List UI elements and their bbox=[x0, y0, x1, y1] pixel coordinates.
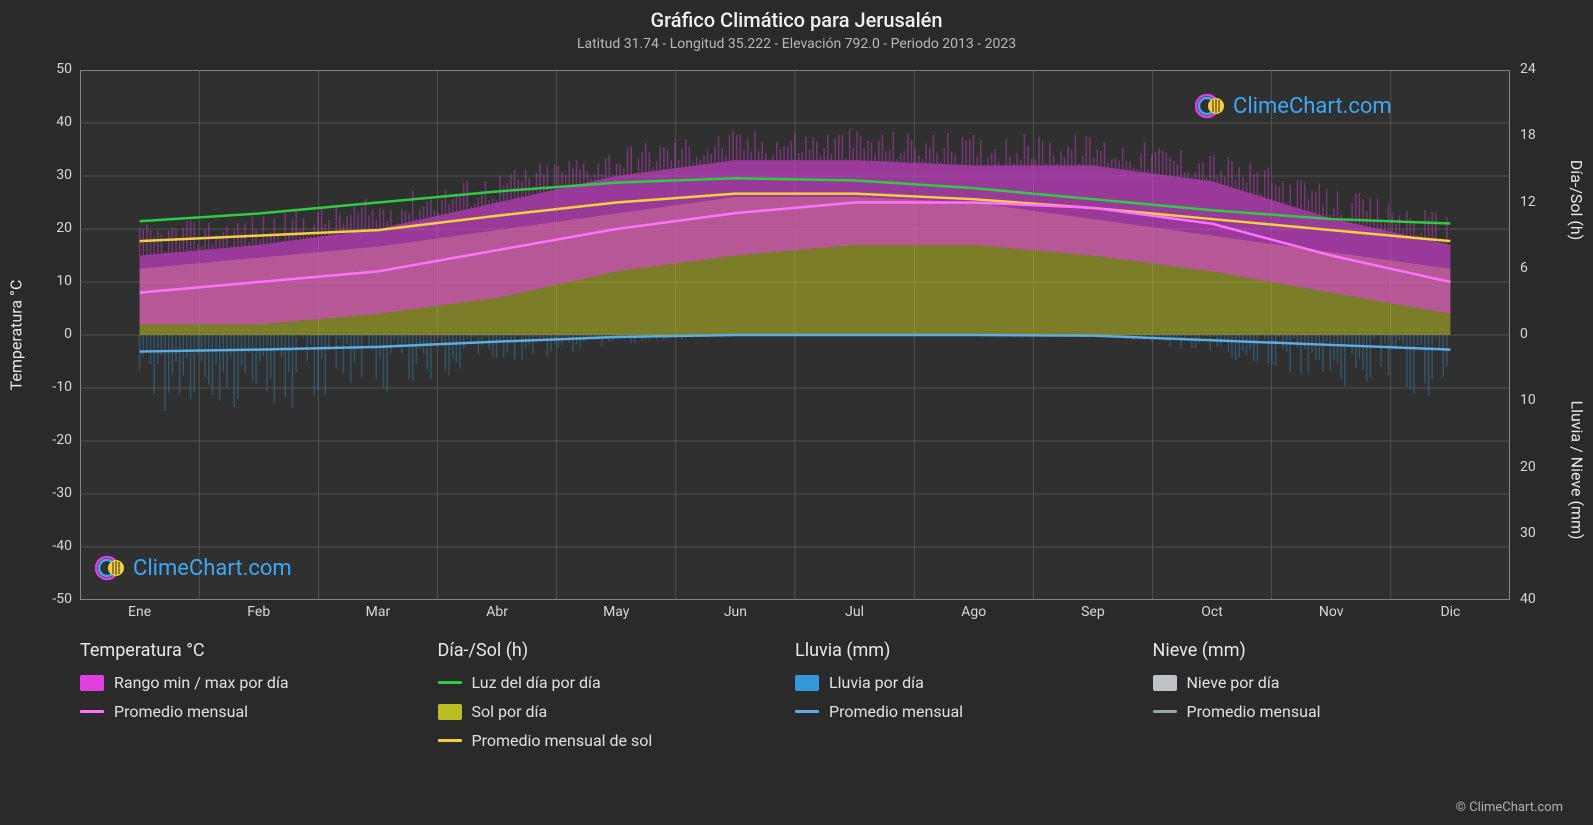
y-left-tick-label: -20 bbox=[32, 432, 72, 448]
y-right-top-tick-label: 12 bbox=[1520, 194, 1536, 210]
legend-item: Promedio mensual de sol bbox=[438, 731, 796, 750]
legend-header: Día-/Sol (h) bbox=[438, 640, 796, 661]
copyright-text: © ClimeChart.com bbox=[1456, 800, 1563, 815]
legend-item: Promedio mensual bbox=[80, 702, 438, 721]
legend-item: Luz del día por día bbox=[438, 673, 796, 692]
legend-item: Promedio mensual bbox=[1153, 702, 1511, 721]
legend-column: Temperatura °C Rango min / max por día Pro… bbox=[80, 640, 438, 760]
legend-label: Nieve por día bbox=[1187, 673, 1280, 692]
x-tick-label: Sep bbox=[1081, 604, 1105, 620]
y-right-top-tick-label: 24 bbox=[1520, 61, 1536, 77]
legend-swatch-icon bbox=[438, 704, 462, 720]
legend-item: Promedio mensual bbox=[795, 702, 1153, 721]
y-left-tick-label: 0 bbox=[32, 326, 72, 342]
y-axis-right-top-title: Día-/Sol (h) bbox=[1568, 160, 1587, 241]
y-right-top-tick-label: 18 bbox=[1520, 127, 1536, 143]
y-left-tick-label: -50 bbox=[32, 591, 72, 607]
x-tick-label: Jun bbox=[724, 604, 747, 620]
y-right-bot-tick-label: 30 bbox=[1520, 525, 1536, 541]
legend-header: Lluvia (mm) bbox=[795, 640, 1153, 661]
y-left-tick-label: 10 bbox=[32, 273, 72, 289]
x-tick-label: Mar bbox=[366, 604, 391, 620]
x-tick-label: Dic bbox=[1440, 604, 1460, 620]
x-tick-label: May bbox=[603, 604, 629, 620]
legend-column: Día-/Sol (h) Luz del día por día Sol por d… bbox=[438, 640, 796, 760]
legend-header: Nieve (mm) bbox=[1153, 640, 1511, 661]
x-tick-label: Abr bbox=[486, 604, 508, 620]
y-left-tick-label: -40 bbox=[32, 538, 72, 554]
chart-title: Gráfico Climático para Jerusalén bbox=[0, 0, 1593, 32]
legend-label: Lluvia por día bbox=[829, 673, 924, 692]
y-right-bot-tick-label: 20 bbox=[1520, 459, 1536, 475]
plot-svg bbox=[80, 70, 1510, 600]
x-tick-label: Feb bbox=[247, 604, 270, 620]
brand-watermark: ClimeChart.com bbox=[1195, 90, 1392, 122]
chart-container: Gráfico Climático para Jerusalén Latitud… bbox=[0, 0, 1593, 825]
legend-swatch-icon bbox=[1153, 675, 1177, 691]
legend-line-icon bbox=[80, 710, 104, 713]
x-tick-label: Nov bbox=[1319, 604, 1344, 620]
legend-line-icon bbox=[795, 710, 819, 713]
rain-area bbox=[140, 335, 1447, 411]
legend-item: Nieve por día bbox=[1153, 673, 1511, 692]
y-left-tick-label: 50 bbox=[32, 61, 72, 77]
y-left-tick-label: -10 bbox=[32, 379, 72, 395]
y-left-tick-label: 30 bbox=[32, 167, 72, 183]
y-right-top-tick-label: 0 bbox=[1520, 326, 1528, 342]
legend-label: Promedio mensual bbox=[1187, 702, 1321, 721]
y-axis-right-bot-title: Lluvia / Nieve (mm) bbox=[1568, 400, 1587, 539]
x-tick-label: Ago bbox=[961, 604, 986, 620]
y-right-top-tick-label: 6 bbox=[1520, 260, 1528, 276]
y-right-bot-tick-label: 10 bbox=[1520, 392, 1536, 408]
legend-line-icon bbox=[438, 739, 462, 742]
legend-label: Promedio mensual bbox=[829, 702, 963, 721]
legend-label: Sol por día bbox=[472, 702, 548, 721]
legend-label: Promedio mensual de sol bbox=[472, 731, 653, 750]
y-left-tick-label: 20 bbox=[32, 220, 72, 236]
legend: Temperatura °C Rango min / max por día Pro… bbox=[80, 640, 1510, 760]
y-left-tick-label: 40 bbox=[32, 114, 72, 130]
x-tick-label: Oct bbox=[1201, 604, 1223, 620]
legend-swatch-icon bbox=[80, 675, 104, 691]
legend-label: Promedio mensual bbox=[114, 702, 248, 721]
legend-item: Sol por día bbox=[438, 702, 796, 721]
legend-column: Nieve (mm) Nieve por día Promedio mensual bbox=[1153, 640, 1511, 760]
legend-line-icon bbox=[1153, 710, 1177, 713]
legend-label: Luz del día por día bbox=[472, 673, 601, 692]
x-tick-label: Jul bbox=[845, 604, 864, 620]
y-axis-left-title: Temperatura °C bbox=[7, 280, 26, 391]
legend-swatch-icon bbox=[795, 675, 819, 691]
legend-item: Rango min / max por día bbox=[80, 673, 438, 692]
legend-line-icon bbox=[438, 681, 462, 684]
x-axis-labels: Ene Feb Mar Abr May Jun Jul Ago Sep Oct Nov Dic bbox=[80, 604, 1510, 628]
legend-column: Lluvia (mm) Lluvia por día Promedio mensua… bbox=[795, 640, 1153, 760]
y-right-bot-tick-label: 40 bbox=[1520, 591, 1536, 607]
y-left-tick-label: -30 bbox=[32, 485, 72, 501]
brand-text: ClimeChart.com bbox=[133, 556, 292, 581]
x-tick-label: Ene bbox=[128, 604, 151, 620]
legend-label: Rango min / max por día bbox=[114, 673, 289, 692]
legend-item: Lluvia por día bbox=[795, 673, 1153, 692]
legend-header: Temperatura °C bbox=[80, 640, 438, 661]
chart-subtitle: Latitud 31.74 - Longitud 35.222 - Elevac… bbox=[0, 36, 1593, 52]
brand-text: ClimeChart.com bbox=[1233, 94, 1392, 119]
plot-region bbox=[80, 70, 1510, 600]
brand-watermark: ClimeChart.com bbox=[95, 552, 292, 584]
